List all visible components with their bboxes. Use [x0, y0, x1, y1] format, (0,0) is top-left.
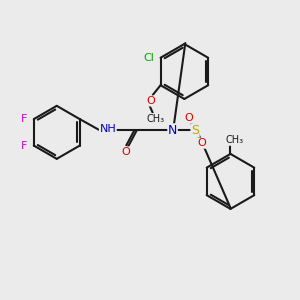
Text: O: O: [198, 138, 206, 148]
Text: Cl: Cl: [143, 53, 154, 63]
Text: CH₃: CH₃: [225, 135, 244, 145]
Text: F: F: [21, 141, 27, 151]
Text: CH₃: CH₃: [147, 114, 165, 124]
Text: O: O: [146, 96, 155, 106]
Text: NH: NH: [99, 124, 116, 134]
Text: O: O: [184, 112, 193, 123]
Text: N: N: [168, 124, 177, 137]
Text: F: F: [21, 114, 27, 124]
Text: O: O: [121, 147, 130, 157]
Text: S: S: [191, 124, 199, 137]
